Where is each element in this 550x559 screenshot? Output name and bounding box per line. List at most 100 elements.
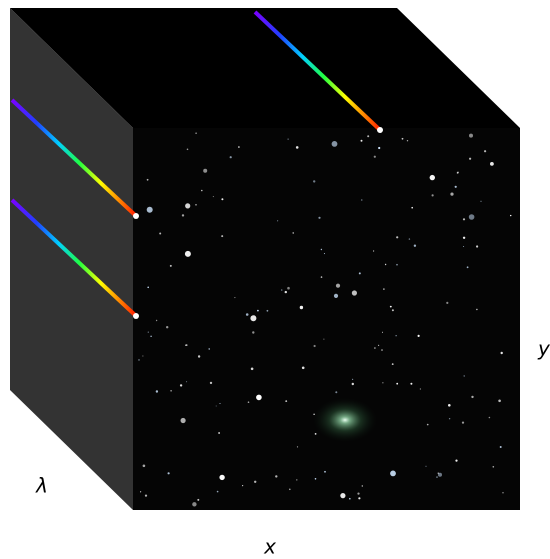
pixel-dot bbox=[133, 313, 139, 319]
star bbox=[395, 335, 397, 337]
star bbox=[250, 315, 257, 322]
star bbox=[285, 400, 288, 402]
star bbox=[147, 331, 149, 333]
star bbox=[360, 139, 363, 142]
x-axis-label: x bbox=[263, 535, 276, 559]
star bbox=[429, 174, 435, 181]
star bbox=[169, 264, 172, 267]
star bbox=[284, 290, 287, 294]
star bbox=[384, 263, 387, 266]
star bbox=[238, 146, 240, 148]
star bbox=[256, 394, 262, 401]
star bbox=[351, 290, 357, 296]
star bbox=[257, 309, 259, 312]
star bbox=[208, 348, 210, 350]
star-field bbox=[138, 132, 512, 507]
star bbox=[292, 232, 294, 234]
star bbox=[219, 403, 221, 404]
star bbox=[301, 366, 305, 370]
star bbox=[463, 246, 465, 247]
star bbox=[361, 199, 363, 201]
star bbox=[488, 416, 491, 419]
star bbox=[358, 497, 361, 500]
star bbox=[299, 305, 304, 310]
star bbox=[382, 382, 384, 384]
star bbox=[361, 485, 363, 487]
star bbox=[349, 497, 351, 500]
star bbox=[159, 232, 162, 235]
comet bbox=[313, 398, 377, 442]
star bbox=[314, 433, 317, 435]
star bbox=[146, 178, 149, 181]
star bbox=[142, 464, 146, 468]
star bbox=[313, 180, 316, 183]
star bbox=[195, 204, 197, 206]
star bbox=[438, 472, 442, 477]
star bbox=[179, 384, 183, 387]
star bbox=[419, 388, 421, 390]
star bbox=[203, 168, 208, 173]
star bbox=[184, 250, 191, 257]
star bbox=[192, 502, 197, 507]
star bbox=[150, 335, 152, 337]
lambda-axis-label: λ bbox=[35, 474, 48, 498]
star bbox=[197, 498, 200, 501]
star bbox=[391, 363, 394, 365]
star bbox=[484, 150, 487, 153]
star bbox=[426, 423, 429, 426]
star bbox=[313, 344, 316, 348]
star bbox=[390, 470, 396, 477]
star bbox=[296, 479, 298, 481]
star bbox=[170, 390, 172, 392]
star bbox=[242, 485, 244, 487]
star bbox=[234, 297, 236, 299]
star bbox=[469, 133, 473, 138]
star bbox=[446, 301, 449, 304]
star bbox=[468, 214, 475, 220]
star bbox=[215, 405, 217, 407]
star bbox=[425, 465, 427, 467]
star bbox=[373, 250, 375, 252]
star bbox=[138, 359, 140, 361]
star bbox=[280, 289, 283, 291]
star bbox=[219, 474, 225, 481]
star bbox=[142, 355, 144, 357]
star bbox=[436, 476, 438, 478]
star bbox=[401, 137, 404, 140]
star bbox=[498, 399, 501, 403]
star bbox=[186, 148, 189, 151]
star bbox=[247, 401, 250, 404]
star bbox=[314, 478, 317, 480]
side-face bbox=[10, 8, 133, 510]
star bbox=[324, 470, 326, 473]
star bbox=[266, 309, 269, 312]
star bbox=[502, 492, 504, 494]
star bbox=[490, 162, 494, 166]
star bbox=[351, 382, 354, 386]
star bbox=[323, 338, 325, 340]
star bbox=[186, 381, 188, 383]
star bbox=[431, 194, 434, 197]
star bbox=[185, 344, 188, 346]
star bbox=[389, 305, 392, 308]
star bbox=[396, 236, 399, 239]
star bbox=[197, 355, 201, 358]
star bbox=[250, 367, 254, 371]
star bbox=[185, 203, 191, 209]
star bbox=[378, 146, 381, 150]
star bbox=[166, 326, 169, 329]
star bbox=[461, 421, 465, 424]
star bbox=[275, 475, 278, 478]
star bbox=[289, 488, 291, 491]
pixel-dot bbox=[377, 127, 383, 133]
star bbox=[335, 283, 341, 288]
star bbox=[510, 214, 512, 217]
star bbox=[147, 286, 149, 289]
star bbox=[417, 334, 420, 337]
star bbox=[229, 156, 232, 159]
star bbox=[146, 206, 153, 213]
top-face bbox=[10, 8, 520, 128]
star bbox=[374, 347, 376, 349]
star bbox=[218, 432, 221, 434]
